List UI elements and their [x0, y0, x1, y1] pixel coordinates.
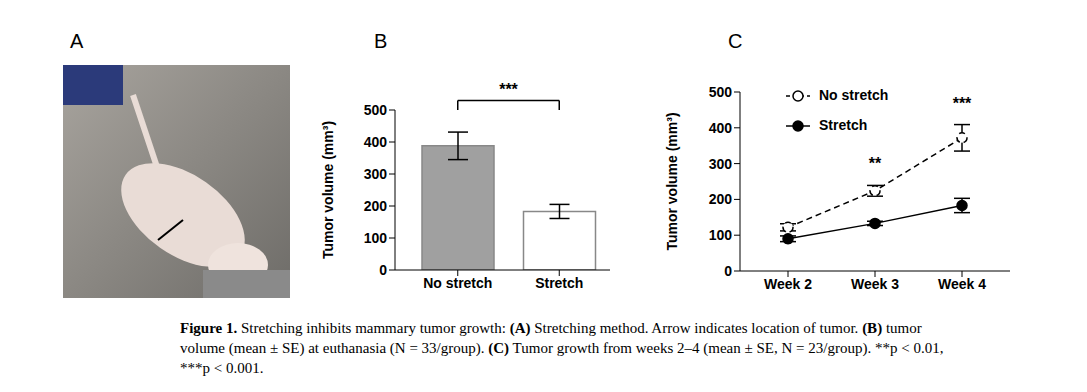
- svg-text:**: **: [869, 155, 882, 172]
- svg-text:Week 2: Week 2: [764, 276, 812, 292]
- svg-text:0: 0: [724, 263, 732, 279]
- html-text:No stretch: No stretch: [819, 87, 889, 103]
- svg-text:300: 300: [364, 166, 388, 182]
- svg-text:500: 500: [709, 84, 733, 100]
- svg-text:***: ***: [499, 81, 518, 98]
- html-text:Figure 1. Stretching inhibits: Figure 1. Stretching inhibits mammary tu…: [180, 320, 944, 376]
- svg-text:400: 400: [709, 120, 733, 136]
- svg-text:Week 4: Week 4: [938, 276, 986, 292]
- svg-text:300: 300: [709, 156, 733, 172]
- svg-text:0: 0: [379, 262, 387, 278]
- svg-text:100: 100: [709, 227, 733, 243]
- html-text:A: A: [70, 30, 84, 52]
- svg-text:200: 200: [709, 191, 733, 207]
- svg-text:Stretch: Stretch: [535, 275, 583, 291]
- html-text:C: C: [728, 30, 743, 52]
- svg-text:100: 100: [364, 230, 388, 246]
- svg-text:500: 500: [364, 102, 388, 118]
- html-text:B: B: [374, 30, 388, 52]
- svg-text:400: 400: [364, 134, 388, 150]
- svg-text:Tumor volume (mm³): Tumor volume (mm³): [320, 121, 336, 259]
- svg-text:200: 200: [364, 198, 388, 214]
- svg-text:Week 3: Week 3: [851, 276, 899, 292]
- html-text:Stretch: Stretch: [819, 117, 868, 133]
- svg-text:Tumor volume (mm³): Tumor volume (mm³): [664, 112, 680, 250]
- svg-text:***: ***: [953, 95, 972, 112]
- svg-text:No stretch: No stretch: [423, 275, 492, 291]
